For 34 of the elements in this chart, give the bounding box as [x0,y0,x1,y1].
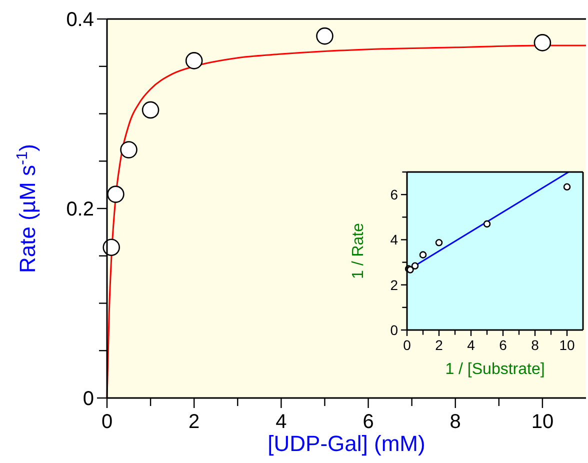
x-tick-label: 4 [276,411,287,433]
point [316,27,334,45]
x-tick-label: 4 [467,337,476,353]
x-tick-label: 0 [403,337,412,353]
point [534,34,552,52]
point [419,251,427,258]
x-tick-label: 8 [450,411,461,433]
x-axis-title: 1 / [Substrate] [445,361,545,378]
x-tick-label: 6 [362,411,374,433]
point [185,52,203,70]
x-tick-label: 10 [559,337,575,353]
point [563,183,571,191]
point [483,220,491,228]
x-tick-label: 10 [531,411,554,433]
x-tick-label: 2 [435,337,444,353]
x-axis-title: [UDP-Gal] (mM) [268,431,426,456]
point [107,186,124,203]
y-tick-label: 0.4 [66,9,94,31]
y-tick-label: 4 [390,232,398,248]
x-tick-label: 6 [499,337,508,353]
y-tick-label: 2 [390,276,398,293]
x-tick-label: 0 [101,411,113,433]
point [142,101,160,119]
point [102,238,120,256]
y-tick-label: 0 [82,388,94,410]
y-axis-title: 1 / Rate [350,222,367,280]
x-tick-label: 8 [531,337,540,353]
point [120,141,138,158]
x-tick-label: 2 [188,411,200,433]
point [435,239,443,246]
point [411,262,419,270]
y-tick-label: 0.2 [66,198,94,220]
y-tick-label: 6 [390,186,398,202]
y-tick-label: 0 [390,322,398,338]
